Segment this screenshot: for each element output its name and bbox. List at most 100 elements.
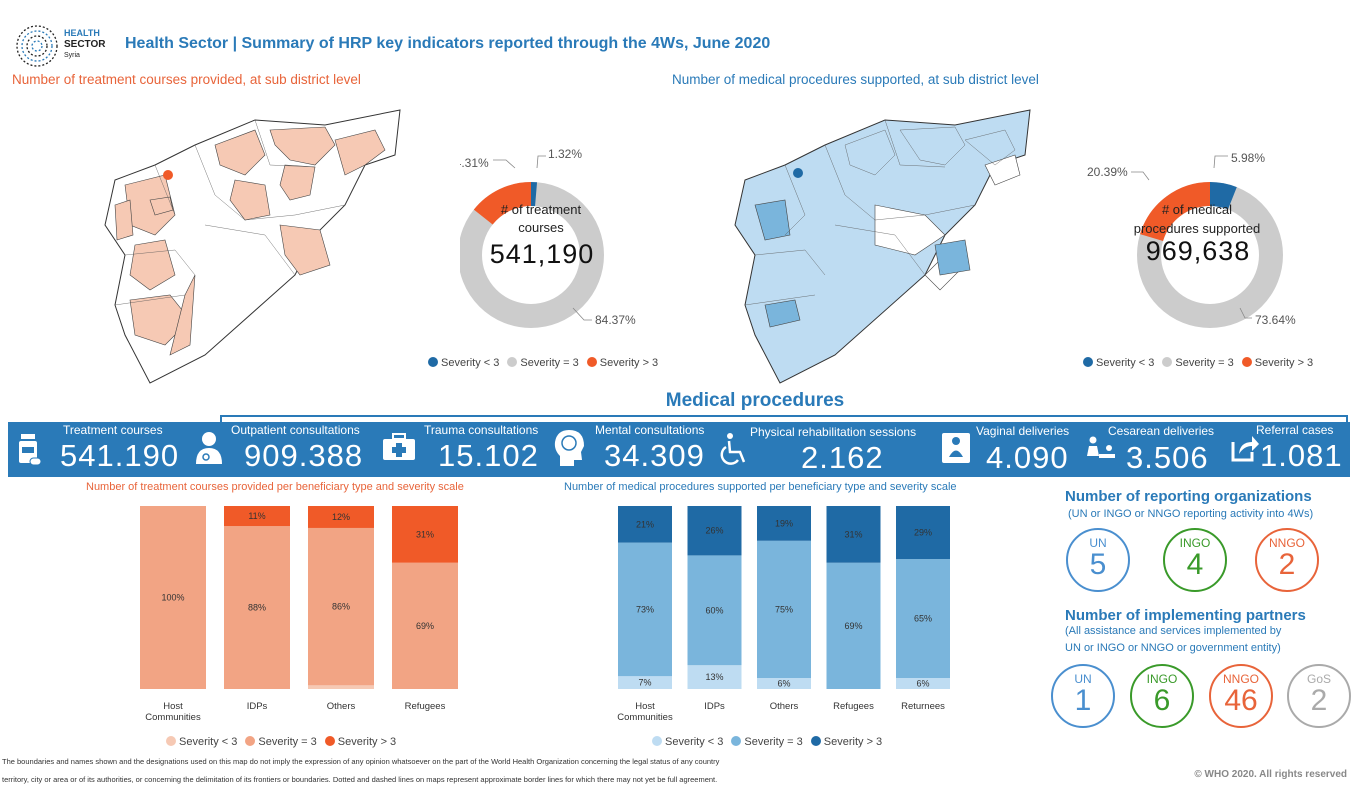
indicator-label-trauma: Trauma consultations xyxy=(424,423,539,437)
indicator-value-rehab: 2.162 xyxy=(801,440,884,475)
donut-label-eq3: 73.64% xyxy=(1255,313,1296,327)
partners-subtitle-1: (All assistance and services implemented… xyxy=(1065,625,1282,637)
bar-data-label: 6% xyxy=(777,679,790,689)
donut-slice-gt3 xyxy=(1137,182,1283,328)
bar-data-label: 88% xyxy=(248,603,266,613)
bar-segment xyxy=(224,506,290,527)
bar-data-label: 13% xyxy=(705,672,723,682)
donut-center-label-2: procedures supported xyxy=(1134,221,1260,236)
indicator-value-trauma: 15.102 xyxy=(438,438,539,473)
bar-segment xyxy=(687,555,742,666)
reporting-orgs-title: Number of reporting organizations xyxy=(1065,488,1312,505)
donut-slice-gt3 xyxy=(460,182,604,328)
bar-segment xyxy=(687,506,742,556)
bar-data-label: 86% xyxy=(332,602,350,612)
donut-center-label-1: # of medical xyxy=(1162,202,1232,217)
bar-category-label: Returnees xyxy=(901,701,945,712)
legend-item-lt3: Severity < 3 xyxy=(652,736,723,748)
bar-data-label: 19% xyxy=(775,518,793,528)
indicator-label-cesarean: Cesarean deliveries xyxy=(1108,424,1215,438)
logo-text-sector: SECTOR xyxy=(64,39,106,50)
doctor-icon xyxy=(196,432,222,464)
page-title: Health Sector | Summary of HRP key indic… xyxy=(125,35,771,52)
band-bracket xyxy=(220,415,1348,425)
disclaimer-line-2: territory, city or area or of its author… xyxy=(2,775,718,784)
bar-category-label: Communities xyxy=(617,712,673,723)
right-section-title: Number of medical procedures supported, … xyxy=(672,72,1039,87)
right-bar-legend: Severity < 3 Severity = 3 Severity > 3 xyxy=(652,736,882,748)
bar-segment xyxy=(618,506,672,543)
treatment-map xyxy=(104,109,401,384)
donut-label-lt3: 1.32% xyxy=(548,147,582,161)
left-bar-legend: Severity < 3 Severity = 3 Severity > 3 xyxy=(166,736,396,748)
indicator-value-outpatient: 909.388 xyxy=(244,438,364,473)
bar-segment xyxy=(757,678,811,689)
reporting-nngo-circle: NNGO 2 xyxy=(1255,528,1319,592)
donut-label-eq3: 84.37% xyxy=(595,313,636,327)
bar-segment xyxy=(757,540,811,679)
right-bar-chart-title: Number of medical procedures supported p… xyxy=(564,481,957,493)
bar-category-label: Others xyxy=(327,701,356,712)
legend-item-eq3: Severity = 3 xyxy=(245,736,317,748)
bar-data-label: 69% xyxy=(416,621,434,631)
indicator-label-rehab: Physical rehabilitation sessions xyxy=(750,425,917,439)
legend-item-gt3: Severity > 3 xyxy=(810,736,882,748)
indicator-label-vaginal: Vaginal deliveries xyxy=(976,424,1070,438)
treatment-donut: # of treatment courses 541,190 1.32% 14.… xyxy=(460,147,636,328)
donut-center-label-2: courses xyxy=(518,220,564,235)
logo-text-syria: Syria xyxy=(64,52,80,59)
partners-title: Number of implementing partners xyxy=(1065,607,1306,624)
bar-data-label: 60% xyxy=(705,605,723,615)
bar-segment xyxy=(308,685,374,689)
donut-label-gt3: 14.31% xyxy=(460,156,489,170)
legend-item-gt3: Severity > 3 xyxy=(1241,357,1313,369)
indicator-label-outpatient: Outpatient consultations xyxy=(231,423,360,437)
bar-category-label: Refugees xyxy=(405,701,446,712)
bar-data-label: 31% xyxy=(844,529,862,539)
procedures-map xyxy=(734,109,1031,384)
legend-item-lt3: Severity < 3 xyxy=(1083,357,1154,369)
brain-head-icon xyxy=(554,430,584,466)
bar-data-label: 29% xyxy=(914,528,932,538)
bar-data-label: 31% xyxy=(416,529,434,539)
indicators-band: Treatment courses 541.190 Outpatient con… xyxy=(8,422,1350,477)
donut-center-label-1: # of treatment xyxy=(501,202,582,217)
bar-segment xyxy=(618,676,672,689)
legend-item-gt3: Severity > 3 xyxy=(324,736,396,748)
bar-segment xyxy=(896,678,950,689)
bar-category-label: Communities xyxy=(145,712,201,723)
bar-segment xyxy=(392,562,458,689)
partners-nngo-circle: NNGO 46 xyxy=(1209,664,1273,728)
donut-label-lt3: 5.98% xyxy=(1231,151,1265,165)
bar-segment xyxy=(757,506,811,541)
bar-data-label: 69% xyxy=(844,621,862,631)
reporting-orgs-subtitle: (UN or INGO or NNGO reporting activity i… xyxy=(1068,508,1314,520)
copyright: © WHO 2020. All rights reserved xyxy=(1194,769,1347,780)
donut-slice-lt3 xyxy=(460,182,604,328)
donut-label-gt3: 20.39% xyxy=(1087,165,1128,179)
right-severity-legend: Severity < 3 Severity = 3 Severity > 3 xyxy=(1083,357,1313,369)
bar-category-label: Others xyxy=(770,701,799,712)
donut-center-value: 541,190 xyxy=(490,239,595,269)
donut-slice-lt3 xyxy=(1137,182,1283,328)
bar-segment xyxy=(140,506,206,689)
wheelchair-icon xyxy=(720,433,746,465)
partners-un-circle: UN 1 xyxy=(1051,664,1115,728)
first-aid-kit-icon xyxy=(383,433,415,460)
bar-data-label: 21% xyxy=(636,519,654,529)
partners-subtitle-2: UN or INGO or NNGO or government entity) xyxy=(1065,642,1281,654)
partners-gos-circle: GoS 2 xyxy=(1287,664,1351,728)
indicator-label-referral: Referral cases xyxy=(1256,423,1334,437)
bar-data-label: 65% xyxy=(914,614,932,624)
logo-swirl-icon xyxy=(16,25,58,67)
indicator-value-cesarean: 3.506 xyxy=(1126,440,1209,475)
bar-data-label: 11% xyxy=(248,511,265,521)
indicator-value-referral: 1.081 xyxy=(1260,438,1343,473)
left-severity-legend: Severity < 3 Severity = 3 Severity > 3 xyxy=(428,357,658,369)
bar-segment xyxy=(618,542,672,677)
bar-category-label: Host xyxy=(635,701,655,712)
bar-data-label: 12% xyxy=(332,512,350,522)
procedures-donut: # of medical procedures supported 969,63… xyxy=(1087,151,1296,328)
bar-data-label: 26% xyxy=(705,526,723,536)
